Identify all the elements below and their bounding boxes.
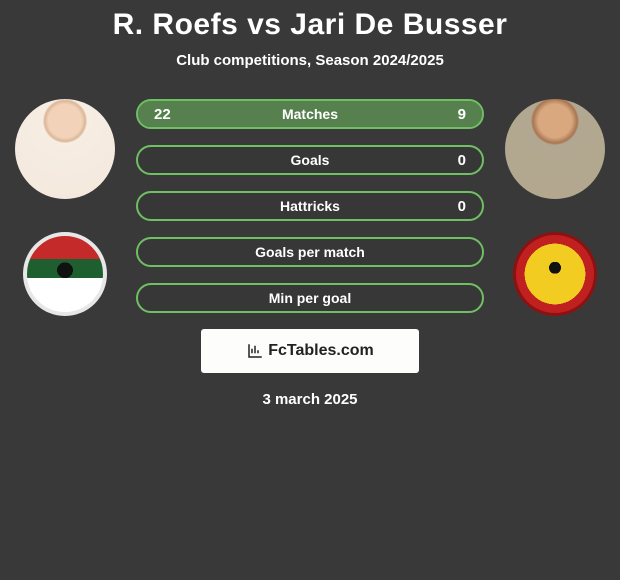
player-left-avatar [15,99,115,199]
source-badge: FcTables.com [201,329,419,373]
stat-value-left: 22 [154,106,171,123]
subtitle: Club competitions, Season 2024/2025 [10,52,610,69]
stat-row: 0 Hattricks [136,191,484,221]
source-text: FcTables.com [268,342,374,360]
stat-row: Min per goal [136,283,484,313]
stat-label: Hattricks [280,198,340,214]
stat-label: Goals [291,152,330,168]
chart-icon [246,342,264,360]
stat-row: 22 9 Matches [136,99,484,129]
page-title: R. Roefs vs Jari De Busser [10,8,610,42]
stat-row: 0 Goals [136,145,484,175]
stat-value-right: 9 [458,106,466,123]
comparison-card: R. Roefs vs Jari De Busser Club competit… [0,0,620,416]
stat-fill-right [382,101,482,127]
club-right-badge [513,232,597,316]
date-text: 3 march 2025 [10,391,610,408]
club-left-badge [23,232,107,316]
stat-label: Goals per match [255,244,365,260]
stat-value-right: 0 [458,198,466,215]
comparison-layout: 22 9 Matches 0 Goals 0 Hattricks Goals per matc… [10,99,610,313]
stat-fill-left [138,101,382,127]
player-right-column [505,99,605,321]
player-left-column [15,99,115,321]
stat-bars: 22 9 Matches 0 Goals 0 Hattricks Goals per matc… [136,99,484,313]
stat-value-right: 0 [458,152,466,169]
stat-label: Min per goal [269,290,351,306]
player-right-avatar [505,99,605,199]
stat-row: Goals per match [136,237,484,267]
stat-label: Matches [282,106,338,122]
